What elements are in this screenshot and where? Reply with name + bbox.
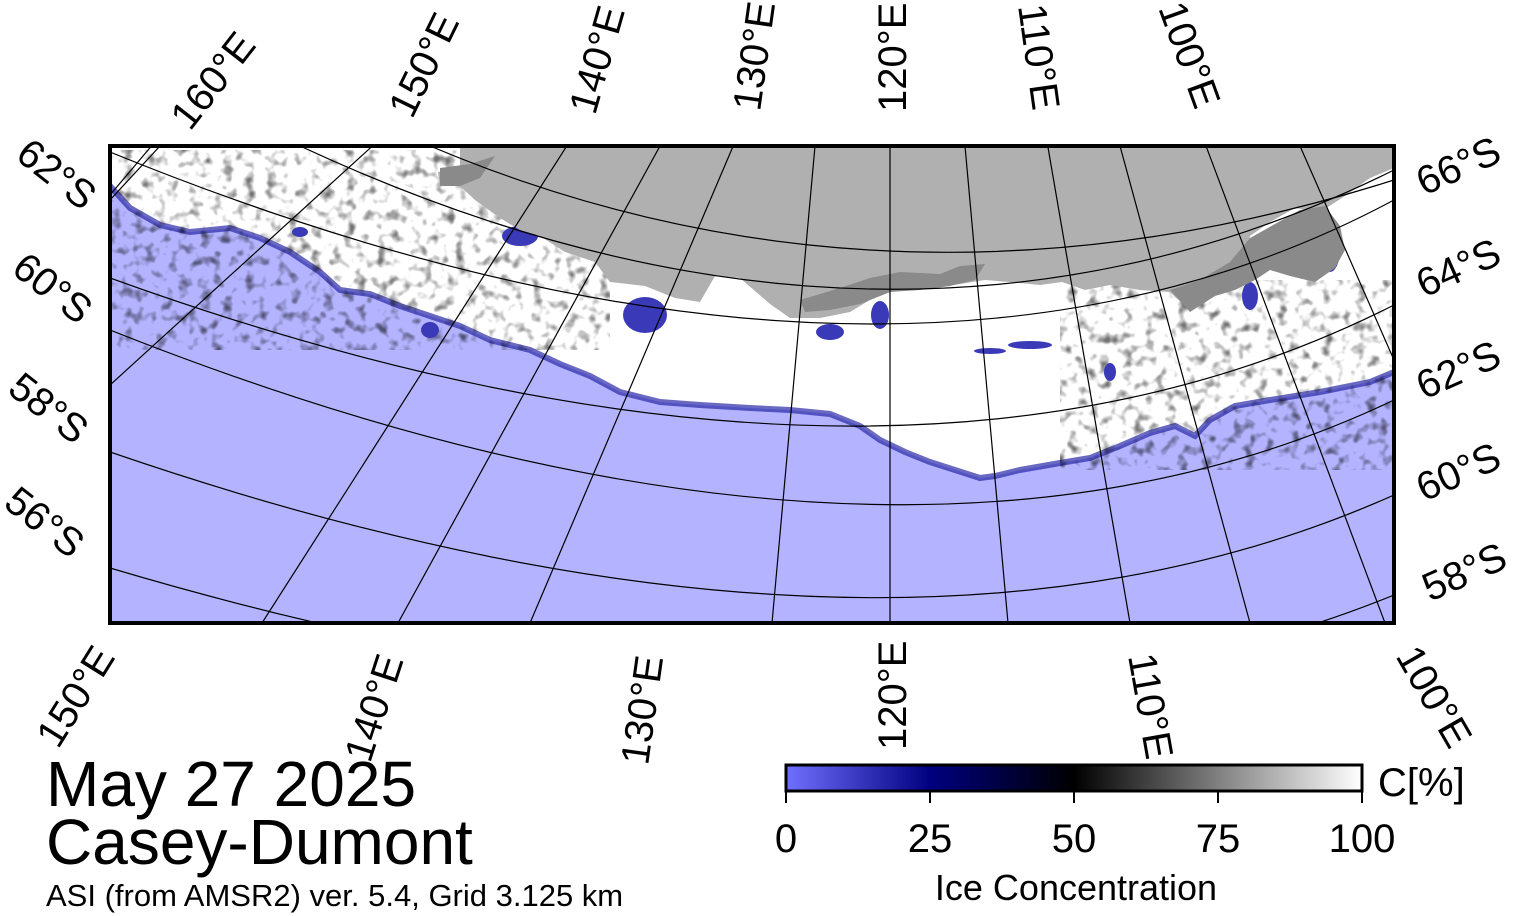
- colorbar-gradient: [784, 763, 1364, 793]
- colorbar-tick-label: 100: [1329, 817, 1396, 861]
- colorbar-tick-label: 0: [775, 817, 797, 861]
- map-frame: [108, 144, 1396, 625]
- graticule-meridians: [110, 146, 1394, 623]
- top-lon-label: 110°E: [1009, 1, 1067, 113]
- colorbar-tick-label: 25: [908, 817, 953, 861]
- right-lat-label: 66°S: [1410, 129, 1508, 205]
- left-latitude-labels: 62°S 60°S 58°S 56°S: [0, 130, 104, 566]
- right-lat-label: 58°S: [1416, 535, 1513, 611]
- right-latitude-labels: 66°S 64°S 62°S 60°S 58°S: [1410, 129, 1513, 611]
- colorbar: 0 25 50 75 100 C[%] Ice Concentration: [775, 761, 1465, 908]
- map-area: [110, 146, 1394, 623]
- right-lat-label: 64°S: [1410, 231, 1508, 307]
- region-label: Casey-Dumont: [46, 806, 473, 878]
- top-lon-label: 120°E: [871, 3, 915, 112]
- colorbar-tick-label: 75: [1196, 817, 1241, 861]
- bottom-lon-label: 110°E: [1119, 650, 1181, 762]
- graticule-parallels: [110, 146, 1394, 623]
- left-lat-label: 56°S: [0, 478, 92, 566]
- top-longitude-labels: 160°E 150°E 140°E 130°E 120°E 110°E 100°…: [162, 0, 1228, 138]
- left-lat-label: 62°S: [8, 130, 104, 218]
- colorbar-tick-label: 50: [1052, 817, 1097, 861]
- left-lat-label: 58°S: [0, 364, 96, 452]
- top-lon-label: 150°E: [381, 6, 469, 124]
- top-lon-label: 130°E: [725, 0, 784, 113]
- colorbar-unit-label: C[%]: [1378, 761, 1465, 805]
- bottom-lon-label: 120°E: [871, 641, 915, 750]
- right-lat-label: 60°S: [1410, 435, 1508, 511]
- left-lat-label: 60°S: [4, 244, 100, 332]
- bottom-lon-label: 150°E: [28, 639, 123, 755]
- top-lon-label: 140°E: [561, 1, 633, 118]
- ice-shelves: [440, 156, 1345, 312]
- bottom-lon-label: 130°E: [613, 653, 672, 767]
- product-info-label: ASI (from AMSR2) ver. 5.4, Grid 3.125 km: [46, 878, 623, 913]
- ice-texture: [110, 150, 1394, 470]
- top-lon-label: 100°E: [1150, 0, 1229, 114]
- bottom-lon-label: 100°E: [1387, 639, 1480, 756]
- colorbar-tick-marks: [785, 791, 1363, 803]
- right-lat-label: 62°S: [1410, 333, 1508, 409]
- colorbar-title: Ice Concentration: [935, 867, 1217, 908]
- top-lon-label: 160°E: [162, 24, 264, 137]
- date-label: May 27 2025: [46, 748, 416, 820]
